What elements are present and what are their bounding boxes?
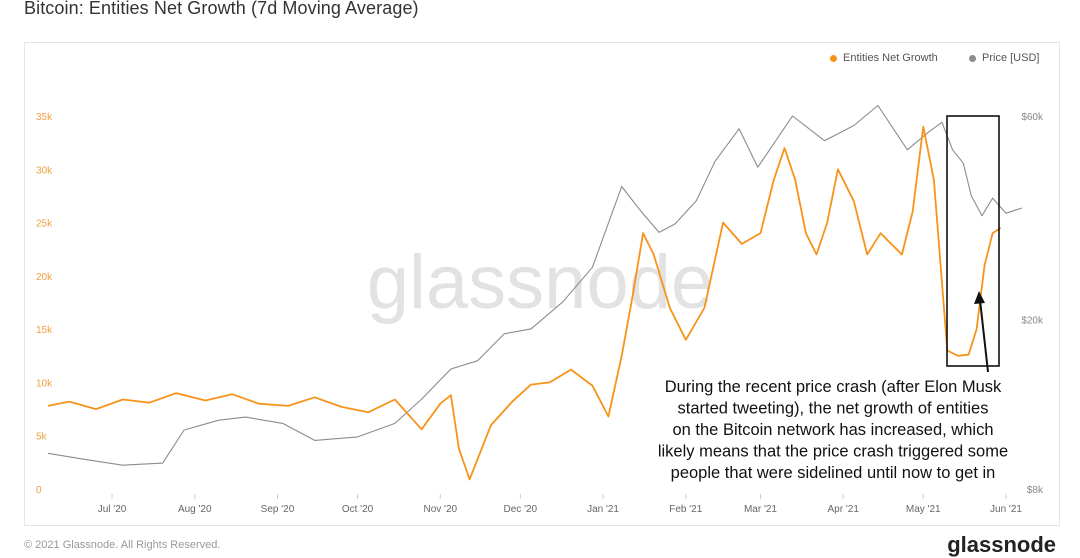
x-tick-label: Aug '20 xyxy=(178,504,212,515)
y-right-tick-label: $8k xyxy=(1027,485,1044,496)
y-right-tick-label: $60k xyxy=(1021,112,1044,123)
legend-price-dot xyxy=(969,54,976,62)
y-left-tick-label: 25k xyxy=(36,219,53,230)
legend-price[interactable]: Price [USD] xyxy=(969,52,1039,64)
footer-logo: glassnode xyxy=(947,532,1056,557)
legend-entities-dot xyxy=(830,54,837,62)
watermark: glassnode xyxy=(367,240,714,325)
chart-title: Bitcoin: Entities Net Growth (7d Moving … xyxy=(24,0,419,18)
y-left-tick-label: 30k xyxy=(36,165,53,176)
copyright: © 2021 Glassnode. All Rights Reserved. xyxy=(24,539,221,551)
y-left-tick-label: 35k xyxy=(36,112,53,123)
annotation-arrow xyxy=(974,291,989,373)
y-right-tick-label: $20k xyxy=(1021,315,1044,326)
x-tick-label: Jan '21 xyxy=(587,504,619,515)
annotation-text: During the recent price crash (after Elo… xyxy=(658,378,1008,482)
x-tick-label: Apr '21 xyxy=(828,504,860,515)
x-tick-label: Jun '21 xyxy=(990,504,1022,515)
annotation-line: on the Bitcoin network has increased, wh… xyxy=(672,421,993,439)
legend-entities[interactable]: Entities Net Growth xyxy=(830,52,938,64)
chart-panel xyxy=(24,42,1060,526)
entities-net-growth-line xyxy=(47,125,1002,481)
y-axis-right: $8k $20k $60k xyxy=(1021,112,1044,496)
x-axis: Jul '20 Aug '20 Sep '20 Oct '20 Nov '20 Dec '… xyxy=(98,494,1022,515)
legend-price-label: Price [USD] xyxy=(982,52,1040,64)
annotation-line: likely means that the price crash trigge… xyxy=(658,443,1008,461)
x-tick-label: Mar '21 xyxy=(744,504,777,515)
annotation-line: During the recent price crash (after Elo… xyxy=(665,378,1002,396)
y-left-tick-label: 10k xyxy=(36,378,53,389)
y-left-tick-label: 20k xyxy=(36,272,53,283)
y-left-tick-label: 0 xyxy=(36,485,42,496)
x-tick-label: Jul '20 xyxy=(98,504,127,515)
y-left-tick-label: 5k xyxy=(36,432,48,443)
x-tick-label: May '21 xyxy=(906,504,941,515)
annotation-line: started tweeting), the net growth of ent… xyxy=(678,400,989,418)
x-tick-label: Oct '20 xyxy=(342,504,374,515)
legend-entities-label: Entities Net Growth xyxy=(843,52,938,64)
x-tick-label: Sep '20 xyxy=(261,504,295,515)
annotation-line: people that were sidelined until now to … xyxy=(671,464,996,482)
highlight-box xyxy=(946,115,1000,367)
y-axis-left: 0 5k 10k 15k 20k 25k 30k 35k xyxy=(36,112,53,496)
y-left-tick-label: 15k xyxy=(36,325,53,336)
x-tick-label: Nov '20 xyxy=(423,504,457,515)
x-tick-label: Feb '21 xyxy=(669,504,702,515)
x-tick-label: Dec '20 xyxy=(504,504,538,515)
